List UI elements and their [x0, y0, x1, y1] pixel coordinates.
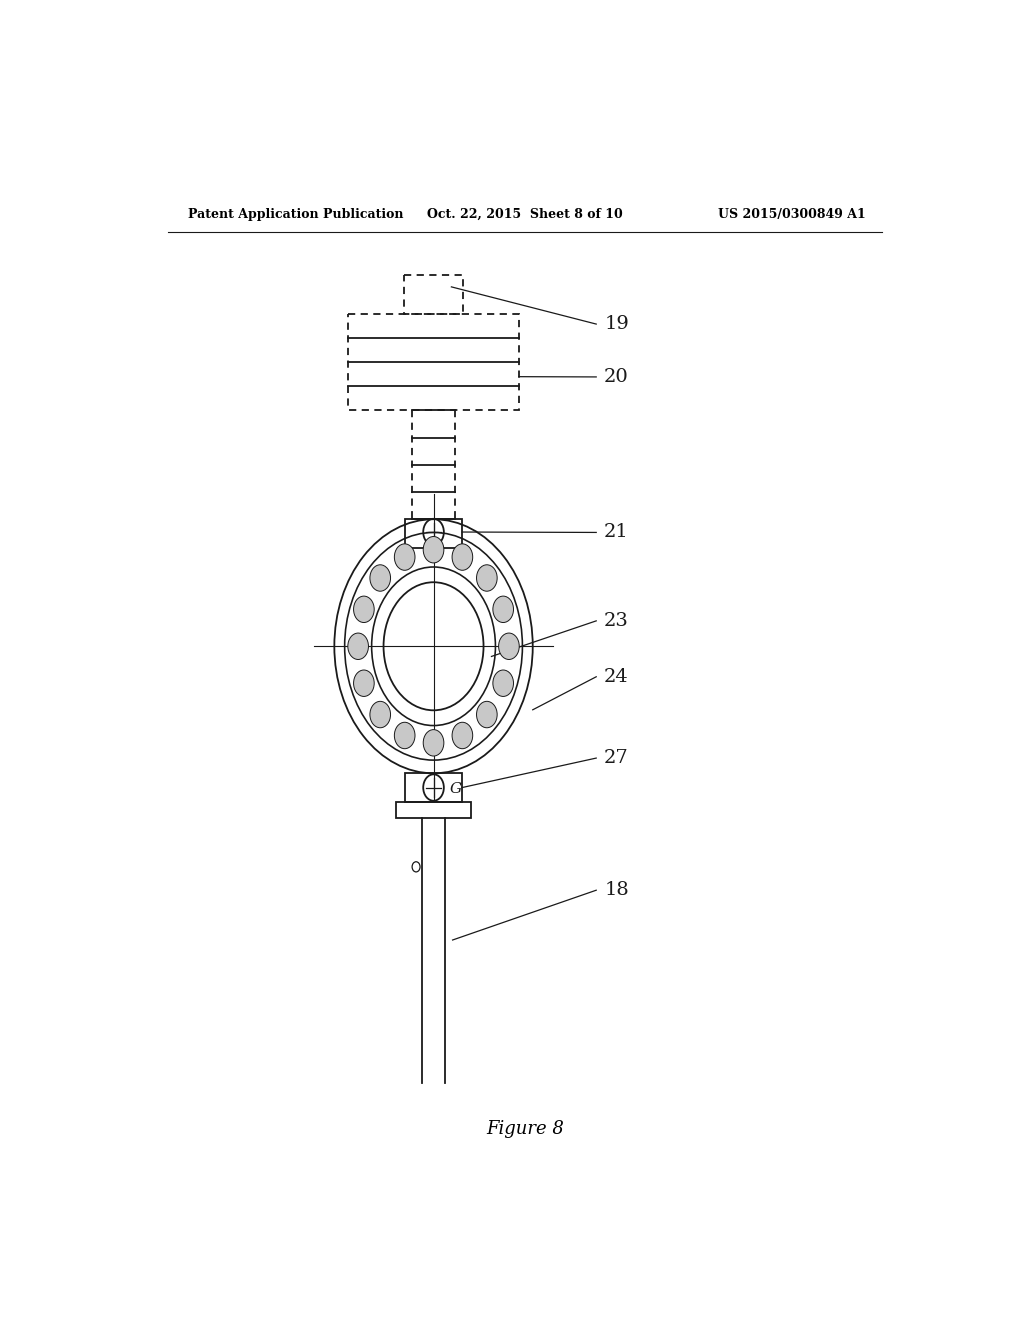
Text: 27: 27: [604, 748, 629, 767]
Circle shape: [370, 701, 390, 727]
Circle shape: [353, 597, 374, 623]
Circle shape: [493, 671, 513, 697]
Text: US 2015/0300849 A1: US 2015/0300849 A1: [718, 207, 866, 220]
Text: 20: 20: [604, 368, 629, 385]
Circle shape: [476, 701, 498, 727]
Circle shape: [370, 565, 390, 591]
Circle shape: [423, 730, 443, 756]
Text: G: G: [450, 781, 462, 796]
Circle shape: [394, 544, 415, 570]
Circle shape: [493, 597, 513, 623]
Circle shape: [353, 671, 374, 697]
Circle shape: [423, 519, 443, 545]
Circle shape: [452, 544, 473, 570]
Text: Oct. 22, 2015  Sheet 8 of 10: Oct. 22, 2015 Sheet 8 of 10: [427, 207, 623, 220]
Text: 19: 19: [604, 315, 629, 333]
Circle shape: [423, 775, 443, 801]
Text: 23: 23: [604, 612, 629, 630]
Bar: [404, 519, 462, 548]
Circle shape: [348, 634, 369, 660]
Text: 24: 24: [604, 668, 629, 686]
Bar: [396, 801, 471, 818]
Circle shape: [423, 536, 443, 562]
Bar: [404, 774, 462, 801]
Circle shape: [452, 722, 473, 748]
Text: Figure 8: Figure 8: [485, 1121, 564, 1138]
Text: 21: 21: [604, 524, 629, 541]
Text: 18: 18: [604, 882, 629, 899]
Text: Patent Application Publication: Patent Application Publication: [187, 207, 403, 220]
Circle shape: [476, 565, 498, 591]
Circle shape: [499, 634, 519, 660]
Bar: [348, 314, 519, 411]
Circle shape: [394, 722, 415, 748]
Bar: [403, 276, 463, 314]
